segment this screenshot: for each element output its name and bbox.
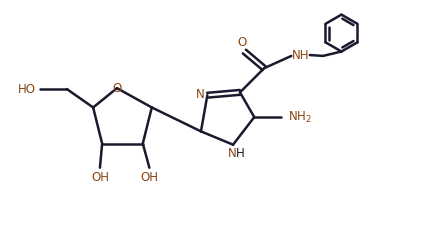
Text: NH: NH <box>292 49 310 61</box>
Text: H: H <box>236 148 245 160</box>
Text: O: O <box>112 82 122 95</box>
Text: N: N <box>195 88 204 101</box>
Text: NH$_2$: NH$_2$ <box>288 110 312 125</box>
Text: OH: OH <box>91 171 109 184</box>
Text: N: N <box>228 148 237 160</box>
Text: HO: HO <box>18 83 36 95</box>
Text: O: O <box>237 36 247 49</box>
Text: OH: OH <box>140 171 158 184</box>
